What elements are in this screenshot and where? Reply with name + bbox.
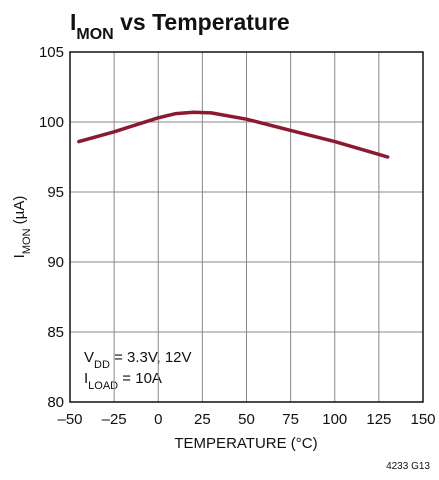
annotation-part: I — [84, 370, 88, 387]
data-line — [77, 110, 390, 159]
x-tick-label: 25 — [194, 411, 211, 428]
annotation-sub: DD — [94, 359, 110, 371]
annotation-sub: LOAD — [88, 380, 118, 392]
y-tick-label: 90 — [47, 254, 64, 271]
x-tick-label: 50 — [238, 411, 255, 428]
label-part: I — [11, 254, 28, 258]
y-tick-label: 105 — [39, 44, 64, 61]
x-tick-label: 150 — [410, 411, 435, 428]
annotation: ILOAD = 10A — [84, 370, 162, 392]
y-tick-label: 85 — [47, 324, 64, 341]
annotation-part: = 10A — [118, 370, 162, 387]
label-sub: MON — [21, 228, 33, 254]
x-tick-label: 75 — [282, 411, 299, 428]
x-tick-label: 0 — [154, 411, 162, 428]
y-axis-label: IMON (µA) — [11, 196, 33, 259]
x-tick-label: 100 — [322, 411, 347, 428]
annotation: VDD = 3.3V, 12V — [84, 349, 192, 371]
x-tick-label: 125 — [366, 411, 391, 428]
annotation-part: V — [84, 349, 94, 366]
label-part: (µA) — [11, 196, 28, 229]
y-tick-label: 80 — [47, 394, 64, 411]
y-tick-label: 100 — [39, 114, 64, 131]
title-part: vs Temperature — [114, 9, 290, 35]
y-tick-label: 95 — [47, 184, 64, 201]
x-axis-label: TEMPERATURE (°C) — [174, 435, 317, 452]
x-tick-label: –25 — [102, 411, 127, 428]
title-part: I — [70, 9, 76, 35]
x-tick-label: –50 — [57, 411, 82, 428]
title-sub: MON — [76, 26, 113, 43]
footnote: 4233 G13 — [386, 461, 430, 472]
plot-frame — [69, 51, 424, 403]
chart-title: IMON vs Temperature — [70, 9, 290, 43]
annotation-part: = 3.3V, 12V — [110, 349, 192, 366]
